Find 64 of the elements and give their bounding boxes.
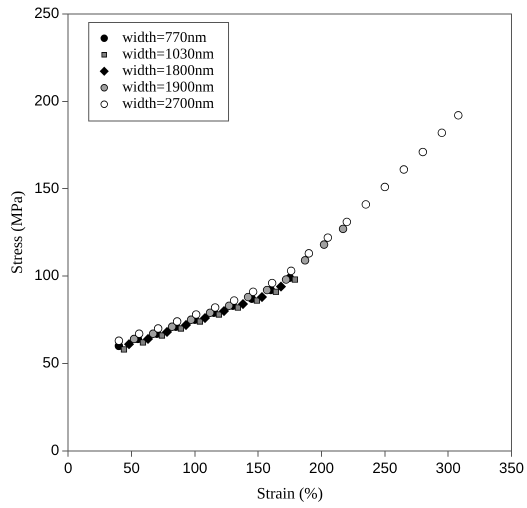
point — [338, 224, 348, 234]
x-tick-label: 150 — [246, 460, 271, 477]
point — [130, 334, 138, 344]
point — [454, 111, 462, 120]
y-tick-label: 200 — [34, 92, 60, 110]
x-tick-label: 100 — [182, 460, 208, 477]
point — [418, 148, 428, 156]
x-axis-title: Strain (%) — [256, 486, 323, 503]
point — [219, 306, 229, 316]
point — [210, 303, 220, 312]
point — [272, 288, 280, 295]
y-tick-label: 100 — [34, 267, 60, 284]
point — [200, 313, 210, 323]
x-tick-label: 50 — [123, 460, 140, 477]
point — [342, 218, 352, 226]
point — [324, 233, 332, 242]
point — [362, 200, 370, 209]
point — [168, 322, 176, 331]
point — [262, 286, 272, 294]
point — [248, 288, 258, 296]
y-tick-label: 50 — [42, 354, 60, 372]
x-tick-label: 300 — [436, 460, 461, 477]
legend-label: width=1030nm — [122, 46, 214, 63]
point — [172, 317, 182, 326]
point — [282, 275, 290, 284]
point — [230, 296, 238, 305]
point — [238, 299, 248, 309]
y-axis-title: Stress (MPa) — [8, 190, 26, 274]
legend-label: width=770nm — [122, 30, 207, 46]
legend-label: width=2700nm — [122, 96, 214, 112]
point — [206, 308, 214, 317]
point — [134, 330, 144, 338]
point — [257, 292, 267, 302]
point — [268, 278, 276, 288]
point — [143, 334, 153, 344]
y-tick-label: 0 — [50, 442, 60, 459]
point — [124, 339, 134, 350]
point — [120, 346, 128, 353]
point — [276, 282, 286, 292]
x-tick-label: 200 — [309, 460, 334, 477]
point — [304, 249, 314, 258]
y-tick-label: 250 — [34, 5, 60, 22]
point — [400, 165, 408, 174]
point — [148, 330, 158, 338]
point — [300, 256, 310, 265]
point — [320, 240, 328, 249]
x-tick-label: 0 — [64, 460, 72, 477]
point — [380, 182, 390, 192]
point — [114, 336, 124, 345]
x-tick-label: 350 — [498, 460, 524, 477]
point — [154, 324, 162, 333]
point — [181, 320, 191, 330]
point — [192, 310, 200, 319]
legend-label: width=1900nm — [122, 80, 214, 96]
point — [438, 128, 446, 138]
point — [162, 327, 172, 337]
x-tick-label: 250 — [372, 460, 398, 477]
point — [186, 316, 196, 324]
point — [286, 266, 296, 276]
y-tick-label: 150 — [34, 180, 60, 197]
point — [292, 276, 298, 283]
legend-label: width=1800nm — [122, 63, 214, 80]
point — [224, 302, 234, 310]
point — [244, 292, 252, 302]
